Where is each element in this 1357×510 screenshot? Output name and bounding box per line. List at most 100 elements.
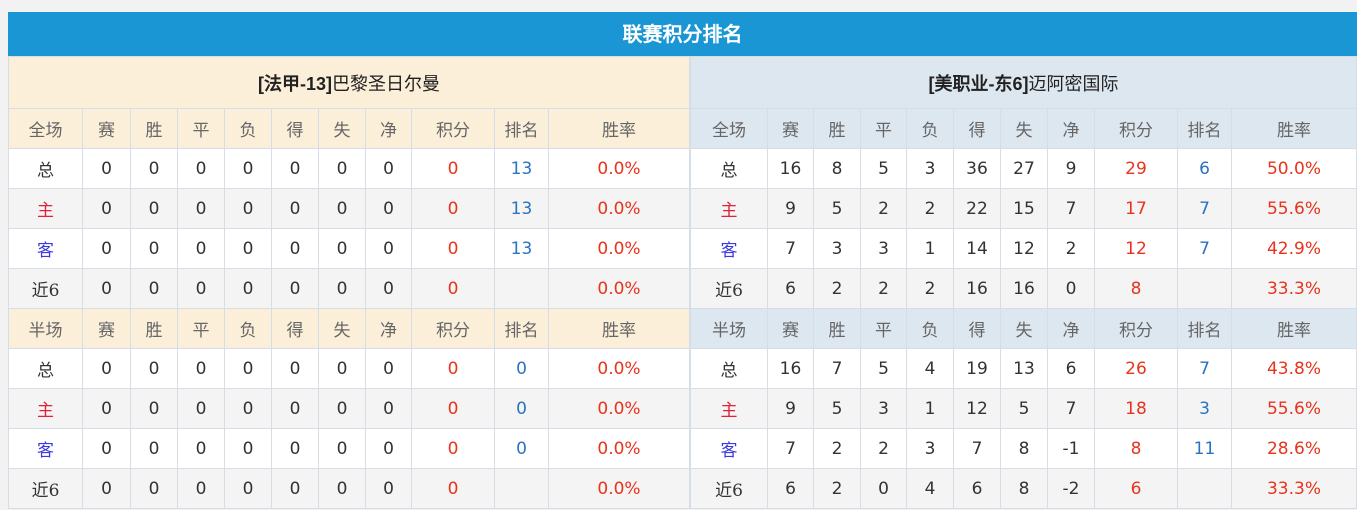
- cell: 0.0%: [548, 388, 690, 429]
- column-header: 失: [1000, 108, 1048, 149]
- cell: 0: [82, 468, 131, 509]
- cell: 0: [224, 388, 272, 429]
- cell: 3: [1177, 388, 1232, 429]
- table-row: 总 16 8 5 3 36 27 9 29 6 50.0%: [690, 148, 1357, 189]
- cell: 2: [860, 268, 907, 309]
- row-label: 主: [690, 188, 768, 229]
- cell: 26: [1094, 348, 1178, 389]
- cell: 5: [813, 388, 861, 429]
- cell: 2: [813, 428, 861, 469]
- table-row: 近6 6 2 0 4 6 8 -2 6 33.3%: [690, 468, 1357, 509]
- cell: 7: [953, 428, 1001, 469]
- table-row: 近6 0 0 0 0 0 0 0 0 0.0%: [8, 468, 690, 509]
- table-row: 客 0 0 0 0 0 0 0 0 0 0.0%: [8, 428, 690, 469]
- cell: [1177, 468, 1232, 509]
- team-header-row: [法甲-13]巴黎圣日尔曼: [8, 56, 690, 109]
- team-name[interactable]: [法甲-13]巴黎圣日尔曼: [8, 56, 690, 109]
- table-row: 近6 0 0 0 0 0 0 0 0 0.0%: [8, 268, 690, 309]
- column-header: 平: [860, 308, 907, 349]
- cell: 0.0%: [548, 428, 690, 469]
- cell: 0: [224, 188, 272, 229]
- column-header: 积分: [1094, 108, 1178, 149]
- column-header: 胜: [130, 108, 178, 149]
- cell: -1: [1047, 428, 1095, 469]
- cell: 0: [365, 188, 412, 229]
- cell: 43.8%: [1231, 348, 1357, 389]
- cell: 0: [365, 388, 412, 429]
- cell: 0: [411, 148, 495, 189]
- cell: 9: [767, 388, 814, 429]
- table-row: 主 9 5 3 1 12 5 7 18 3 55.6%: [690, 388, 1357, 429]
- table-row: 主 9 5 2 2 22 15 7 17 7 55.6%: [690, 188, 1357, 229]
- cell: 2: [813, 468, 861, 509]
- right-team-standings: [美职业-东6]迈阿密国际 全场赛胜平负得失净积分 排名 胜率总 16 8 5 3 36 27 9 2…: [690, 56, 1357, 509]
- cell: 28.6%: [1231, 428, 1357, 469]
- row-label: 客: [8, 228, 83, 269]
- cell: 0: [82, 228, 131, 269]
- cell: 0: [318, 148, 366, 189]
- cell: 7: [1177, 188, 1232, 229]
- cell: 55.6%: [1231, 188, 1357, 229]
- cell: 33.3%: [1231, 468, 1357, 509]
- column-header: 净: [1047, 108, 1095, 149]
- cell: -2: [1047, 468, 1095, 509]
- cell: 0: [130, 188, 178, 229]
- row-label: 近6: [8, 468, 83, 509]
- full-header-row: 全场赛胜平负得失净积分 排名 胜率: [8, 108, 690, 149]
- table-row: 客 7 3 3 1 14 12 2 12 7 42.9%: [690, 228, 1357, 269]
- half-header-row: 半场赛胜平负得失净积分 排名 胜率: [690, 308, 1357, 349]
- cell: 1: [906, 228, 954, 269]
- left-team-standings: [法甲-13]巴黎圣日尔曼 全场赛胜平负得失净积分 排名 胜率总 0 0 0 0 0 0 0 0 13 0…: [8, 56, 690, 509]
- cell: 0: [318, 228, 366, 269]
- cell: 0: [130, 148, 178, 189]
- column-header: 积分: [411, 308, 495, 349]
- cell: 0.0%: [548, 148, 690, 189]
- cell: 8: [813, 148, 861, 189]
- cell: 27: [1000, 148, 1048, 189]
- cell: 0: [82, 388, 131, 429]
- cell: 0: [130, 348, 178, 389]
- table-row: 主 0 0 0 0 0 0 0 0 13 0.0%: [8, 188, 690, 229]
- cell: 5: [813, 188, 861, 229]
- cell: 3: [906, 428, 954, 469]
- cell: 0: [177, 428, 225, 469]
- cell: 0: [271, 428, 319, 469]
- cell: 0: [271, 468, 319, 509]
- cell: 22: [953, 188, 1001, 229]
- column-header: 赛: [767, 108, 814, 149]
- cell: 0: [177, 468, 225, 509]
- cell: 16: [953, 268, 1001, 309]
- row-label: 近6: [690, 268, 768, 309]
- cell: 5: [1000, 388, 1048, 429]
- cell: 2: [906, 188, 954, 229]
- column-header: 负: [906, 108, 954, 149]
- cell: 14: [953, 228, 1001, 269]
- cell: 0.0%: [548, 228, 690, 269]
- column-header: 胜率: [1231, 308, 1357, 349]
- cell: 13: [494, 228, 549, 269]
- cell: 0: [82, 188, 131, 229]
- cell: 0: [1047, 268, 1095, 309]
- cell: 0: [271, 148, 319, 189]
- cell: 7: [1177, 348, 1232, 389]
- cell: 0: [82, 268, 131, 309]
- cell: 0.0%: [548, 188, 690, 229]
- column-header: 积分: [1094, 308, 1178, 349]
- column-header: 负: [224, 308, 272, 349]
- cell: 0: [411, 468, 495, 509]
- cell: 0: [411, 188, 495, 229]
- column-header: 净: [1047, 308, 1095, 349]
- cell: 9: [1047, 148, 1095, 189]
- cell: 1: [906, 388, 954, 429]
- column-header: 失: [1000, 308, 1048, 349]
- cell: 0: [318, 428, 366, 469]
- cell: 2: [906, 268, 954, 309]
- cell: 0: [82, 348, 131, 389]
- team-name[interactable]: [美职业-东6]迈阿密国际: [690, 56, 1357, 109]
- cell: 6: [1177, 148, 1232, 189]
- cell: 6: [767, 468, 814, 509]
- cell: 0: [130, 268, 178, 309]
- cell: 16: [767, 148, 814, 189]
- column-header: 平: [177, 108, 225, 149]
- cell: 8: [1094, 268, 1178, 309]
